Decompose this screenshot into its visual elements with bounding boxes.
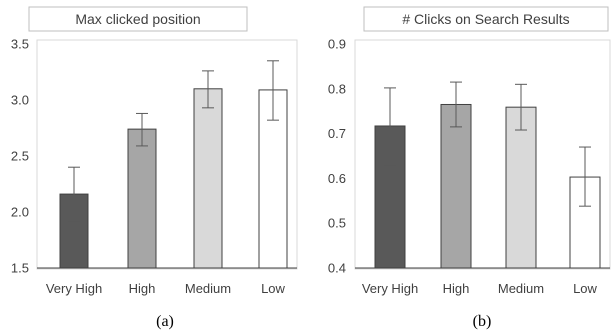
chart-a-error-bar <box>68 166 80 222</box>
chart-a-error-bar <box>267 60 279 121</box>
chart-b-y-tick-label: 0.6 <box>328 171 346 186</box>
chart-b-bar-high <box>440 103 472 269</box>
chart-a-y-tick-label: 2.0 <box>11 205 29 220</box>
chart-b-y-ticks: 0.4 0.5 0.6 0.7 0.8 0.9 <box>328 37 346 276</box>
chart-b-bars <box>374 103 601 269</box>
chart-a-y-tick-label: 3.0 <box>11 93 29 108</box>
chart-b-bar-medium <box>505 106 537 269</box>
chart-b-x-tick-label: High <box>443 281 470 296</box>
chart-b-y-tick-label: 0.7 <box>328 126 346 141</box>
chart-b-x-ticks: Very High High Medium Low <box>362 281 598 296</box>
chart-b-error-bar <box>450 81 462 128</box>
chart-a-y-tick-label: 3.5 <box>11 37 29 52</box>
chart-b-y-tick-label: 0.5 <box>328 216 346 231</box>
chart-b-x-tick-label: Low <box>573 281 597 296</box>
chart-a-error-bar <box>136 112 148 147</box>
chart-b-x-tick-label: Medium <box>498 281 544 296</box>
chart-b-error-bars <box>384 81 591 207</box>
chart-a-plot-frame <box>36 39 298 270</box>
chart-a-x-tick-label: High <box>129 281 156 296</box>
chart-a-x-tick-label: Medium <box>185 281 231 296</box>
chart-b-y-tick-label: 0.9 <box>328 37 346 52</box>
chart-b: # Clicks on Search Results 0.40.50.60.70… <box>328 6 611 330</box>
chart-a-y-tick-label: 2.5 <box>11 149 29 164</box>
chart-a-x-tick-label: Low <box>261 281 285 296</box>
chart-a-y-tick-label: 1.5 <box>11 261 29 276</box>
chart-a-bars <box>59 88 288 269</box>
chart-b-error-bar <box>579 146 591 207</box>
chart-a-x-tick-label: Very High <box>46 281 102 296</box>
chart-a-error-bar <box>202 70 214 109</box>
chart-b-error-bar <box>515 83 527 131</box>
chart-b-y-tick-label: 0.8 <box>328 81 346 96</box>
chart-a-bar-high <box>127 128 157 269</box>
chart-a-bar-medium <box>193 88 223 269</box>
chart-a: Max clicked position 1.5 2.0 2.5 3.0 3.5 Ver… <box>11 6 298 330</box>
chart-a-caption: (a) <box>156 313 174 330</box>
chart-b-x-tick-label: Very High <box>362 281 418 296</box>
chart-b-y-tick-label: 0.4 <box>328 261 346 276</box>
chart-b-bar-very-high <box>374 125 406 269</box>
chart-b-title-box <box>363 6 609 32</box>
chart-a-error-bars <box>68 60 279 222</box>
chart-a-title: Max clicked position <box>75 11 200 27</box>
chart-a-title-box <box>28 6 248 32</box>
chart-b-error-bar <box>384 87 396 166</box>
chart-b-bar-low <box>569 176 601 269</box>
chart-b-caption: (b) <box>473 313 492 330</box>
chart-a-y-ticks: 1.5 2.0 2.5 3.0 3.5 <box>11 37 29 276</box>
chart-a-x-ticks: Very High High Medium Low <box>46 281 286 296</box>
chart-b-title: # Clicks on Search Results <box>402 11 569 27</box>
chart-b-plot-frame <box>354 39 611 270</box>
